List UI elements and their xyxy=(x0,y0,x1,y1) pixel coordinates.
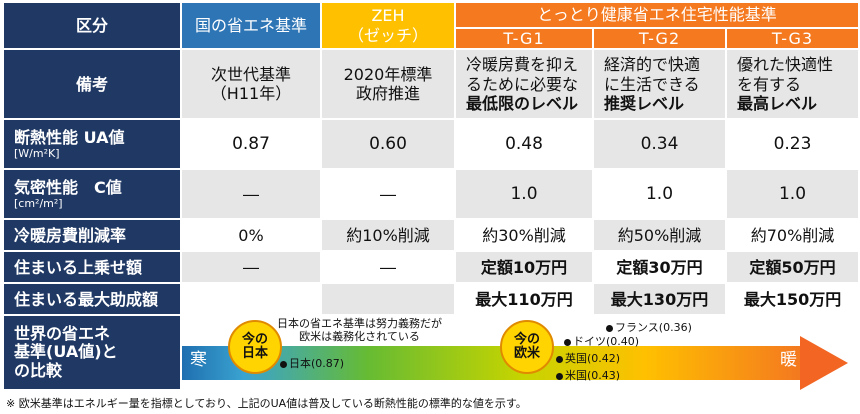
obligation-message: 日本の省エネ基準は努力義務だが 欧米は義務化されている xyxy=(277,317,442,343)
row-label-biko: 備考 xyxy=(2,48,182,121)
dot-icon xyxy=(556,372,563,380)
point-usa: 米国(0.43) xyxy=(556,370,620,382)
biko-tg3: 優れた快適性 を有する 最高レベル xyxy=(724,48,860,121)
europe-circle-badge: 今の 欧米 xyxy=(500,320,554,375)
saidai-tg3: 最大150万円 xyxy=(724,282,860,317)
saidai-tg1: 最大110万円 xyxy=(454,282,594,317)
point-uk-label: 英国(0.42) xyxy=(565,352,621,366)
biko-tg2-level: 推奨レベル xyxy=(604,93,685,113)
header-tg2: T-G2 xyxy=(592,26,727,51)
uwanose-kuni: ― xyxy=(180,250,322,285)
dot-icon xyxy=(280,360,287,368)
japan-circle-text: 今の 日本 xyxy=(241,331,268,362)
sakugen-tg3: 約70%削減 xyxy=(724,218,860,253)
cold-label: 寒 xyxy=(190,350,207,371)
row-label-sakugen: 冷暖房費削減率 xyxy=(2,218,182,253)
sakugen-zeh: 約10%削減 xyxy=(320,218,456,253)
point-usa-label: 米国(0.43) xyxy=(565,369,621,383)
point-germany: ドイツ(0.40) xyxy=(564,336,639,348)
row-label-kimitsu: 気密性能 C値 [cm²/m²] xyxy=(2,168,182,221)
dannetsu-zeh: 0.60 xyxy=(320,118,456,171)
row-label-uwanose: 住まいる上乗せ額 xyxy=(2,250,182,285)
sakugen-tg1: 約30%削減 xyxy=(454,218,594,253)
header-kubun: 区分 xyxy=(2,0,182,51)
arrow-head-icon xyxy=(800,336,848,391)
biko-tg1: 冷暖房費を抑え るために必要な 最低限のレベル xyxy=(454,48,594,121)
saidai-kuni xyxy=(180,282,322,317)
biko-tg2-text: 経済的で快適 に生活できる xyxy=(604,55,701,94)
kimitsu-tg3: 1.0 xyxy=(724,168,860,221)
header-tottori: とっとり健康省エネ住宅性能基準 xyxy=(453,1,860,29)
uwanose-tg1: 定額10万円 xyxy=(454,250,594,285)
kimitsu-unit: [cm²/m²] xyxy=(14,197,63,211)
row-label-saidai: 住まいる最大助成額 xyxy=(2,282,182,317)
footnote: ※ 欧米基準はエネルギー量を指標としており、上記のUA値は普及している断熱性能の… xyxy=(6,397,527,410)
dannetsu-kuni: 0.87 xyxy=(180,118,322,171)
point-france-label: フランス(0.36) xyxy=(615,321,692,335)
header-tg3: T-G3 xyxy=(724,26,860,51)
biko-tg3-level: 最高レベル xyxy=(737,93,818,113)
point-france: フランス(0.36) xyxy=(606,322,692,334)
sakugen-tg2: 約50%削減 xyxy=(592,218,727,253)
kimitsu-label: 気密性能 C値 xyxy=(14,178,122,197)
header-tg1: T-G1 xyxy=(454,26,594,51)
warm-label: 暖 xyxy=(780,350,797,371)
header-zeh: ZEH （ゼッチ） xyxy=(320,0,456,51)
point-japan: 日本(0.87) xyxy=(280,358,344,370)
dot-icon xyxy=(564,338,571,346)
point-germany-label: ドイツ(0.40) xyxy=(573,335,640,349)
world-comparison-cell: 寒 暖 今の 日本 今の 欧米 日本の省エネ基準は努力義務だが 欧米は義務化され… xyxy=(179,314,860,392)
kimitsu-zeh: ― xyxy=(320,168,456,221)
dot-icon xyxy=(606,324,613,332)
dannetsu-tg2: 0.34 xyxy=(592,118,727,171)
saidai-zeh xyxy=(320,282,456,317)
biko-tg2: 経済的で快適 に生活できる 推奨レベル xyxy=(592,48,727,121)
dot-icon xyxy=(556,355,563,363)
dannetsu-unit: [W/m²K] xyxy=(14,147,60,161)
biko-tg1-level: 最低限のレベル xyxy=(466,93,579,113)
uwanose-tg2: 定額30万円 xyxy=(592,250,727,285)
point-japan-label: 日本(0.87) xyxy=(289,357,345,371)
row-label-dannetsu: 断熱性能 UA値 [W/m²K] xyxy=(2,118,182,171)
header-kuni: 国の省エネ基準 xyxy=(180,0,322,51)
point-uk: 英国(0.42) xyxy=(556,353,620,365)
dannetsu-tg1: 0.48 xyxy=(454,118,594,171)
kimitsu-tg1: 1.0 xyxy=(454,168,594,221)
uwanose-zeh: ― xyxy=(320,250,456,285)
japan-circle-badge: 今の 日本 xyxy=(228,320,282,375)
biko-kuni: 次世代基準 （H11年） xyxy=(180,48,322,121)
sakugen-kuni: 0% xyxy=(180,218,322,253)
biko-tg3-text: 優れた快適性 を有する xyxy=(737,55,834,94)
kimitsu-tg2: 1.0 xyxy=(592,168,727,221)
comparison-table: 区分 国の省エネ基準 ZEH （ゼッチ） とっとり健康省エネ住宅性能基準 T-G… xyxy=(2,0,860,392)
kimitsu-kuni: ― xyxy=(180,168,322,221)
dannetsu-label: 断熱性能 UA値 xyxy=(14,128,125,147)
biko-zeh: 2020年標準 政府推進 xyxy=(320,48,456,121)
europe-circle-text: 今の 欧米 xyxy=(513,331,540,362)
dannetsu-tg3: 0.23 xyxy=(724,118,860,171)
biko-tg1-text: 冷暖房費を抑え るために必要な xyxy=(466,55,579,94)
uwanose-tg3: 定額50万円 xyxy=(724,250,860,285)
row-label-sekai: 世界の省エネ 基準(UA値)と の比較 xyxy=(2,314,182,392)
saidai-tg2: 最大130万円 xyxy=(592,282,727,317)
